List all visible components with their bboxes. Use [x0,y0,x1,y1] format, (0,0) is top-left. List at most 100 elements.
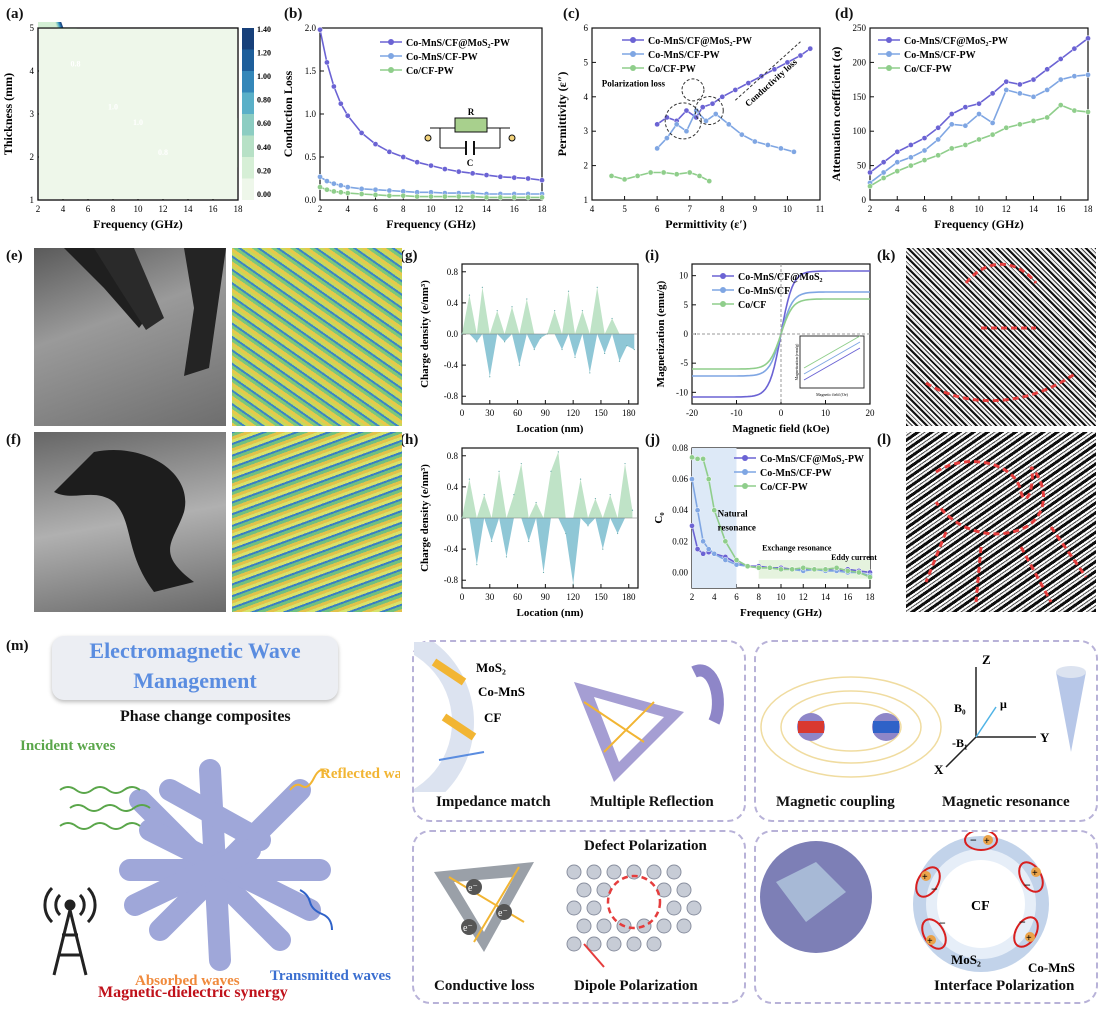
x-tick-label: 14 [1029,204,1039,214]
x-tick-label: 8 [950,204,955,214]
data-point [767,564,773,571]
data-point [880,169,887,176]
data-point [1044,66,1050,73]
y-axis-label: Charge density (e/nm³) [419,464,431,572]
x-tick-label: 5 [622,204,627,214]
data-point [513,494,515,496]
data-point [921,135,928,141]
flux-arrow [964,262,1038,284]
negative-area [462,334,635,377]
data-point [744,563,751,570]
mos2-label: MoS₂ [951,952,981,967]
data-point [602,548,604,550]
y-tick-label: 0.4 [447,482,459,492]
data-point [317,184,323,190]
y-axis-label: Conduction Loss [281,70,295,157]
series-line [869,74,1089,184]
x-tick-label: 14 [821,592,831,602]
legend-marker [886,51,892,57]
x-tick-label: 6 [734,592,739,602]
data-point [1044,114,1050,121]
negative-area [462,518,633,585]
colorbar-segment [242,28,254,50]
multiple-reflection-illustration [574,664,724,782]
data-point [631,509,634,511]
y-tick-label: -0.4 [444,544,459,554]
colorbar-tick: 1.00 [257,72,271,81]
data-point [976,100,982,107]
x-tick-label: 120 [566,592,580,602]
ipfft-map-f [232,432,402,612]
inset-x-label: Magnetic field (Oe) [816,392,848,397]
x-tick-label: 18 [234,204,244,214]
legend-marker [742,483,748,489]
holography-image-k [906,248,1096,426]
x-tick-label: 16 [843,592,853,602]
tem-image-f [34,432,226,612]
legend-label: Co/CF-PW [760,482,808,493]
heatmap-band [39,29,237,199]
interface-core [937,860,1025,948]
x-tick-label: 12 [454,204,463,214]
data-point [948,121,955,128]
y-axis-label: Permittivity (ε″) [556,72,569,157]
data-point [526,298,528,300]
x-tick-label: 18 [866,592,876,602]
axis-arrows [945,667,1036,768]
colorbar-segment [242,114,254,136]
data-point [542,571,545,574]
circuit-terminal [424,134,432,142]
panel-label-k: (k) [877,248,896,264]
data-point [414,193,420,200]
x-tick-label: 90 [541,408,551,418]
data-point [962,122,969,129]
data-point [358,191,365,197]
legend-label: Co/CF-PW [648,64,696,75]
inset-y-label: Magnetization (emu/g) [794,343,799,380]
data-point [511,306,513,308]
x-tick-label: 8 [111,204,116,214]
data-point [696,173,703,179]
panel-label-d: (d) [835,6,854,22]
colorbar-segment [242,92,254,114]
data-point [908,142,914,148]
data-point [758,73,765,80]
data-point [935,136,941,143]
x-tick-label: 2 [36,204,41,214]
axis-b1: -B₁ [952,736,968,750]
y-tick-label: 1.5 [305,66,317,76]
transmitted-label: Transmitted waves [270,968,391,984]
line-chart-i: -20 -10 0 10 20 10 5 0 -5 -10 Magnetic field (kOe)… [655,263,875,435]
x-tick-label: 150 [594,408,608,418]
legend-marker [742,455,748,461]
x-axis-label: Location (nm) [517,607,584,619]
data-point [581,310,584,312]
data-point [567,290,570,292]
annotation: Conductivity loss [743,57,799,109]
x-tick-label: 12 [799,592,808,602]
data-point [317,173,323,180]
annotation: Natural [718,508,748,518]
y-tick-label: 0.08 [672,443,688,453]
y-tick-label: 0.00 [672,567,688,577]
data-point [811,566,818,573]
x-tick-label: 4 [61,204,66,214]
panel-label-m: (m) [6,638,29,654]
data-point [765,142,771,148]
x-tick-label: 14 [184,204,194,214]
inset-curve [803,347,861,381]
y-tick-label: 0.02 [672,536,688,546]
legend-label: Co-MnS/CF-PW [760,468,832,479]
magnet-icon [798,721,824,733]
y-tick-label: 3 [30,109,35,119]
data-point [331,83,337,90]
fiber-shape [94,248,164,330]
data-point [594,497,596,500]
x-tick-label: 10 [975,204,985,214]
data-point [867,169,873,176]
data-point [483,494,485,496]
fiber-shape [64,248,154,328]
data-point [722,557,729,563]
data-point [921,157,928,163]
